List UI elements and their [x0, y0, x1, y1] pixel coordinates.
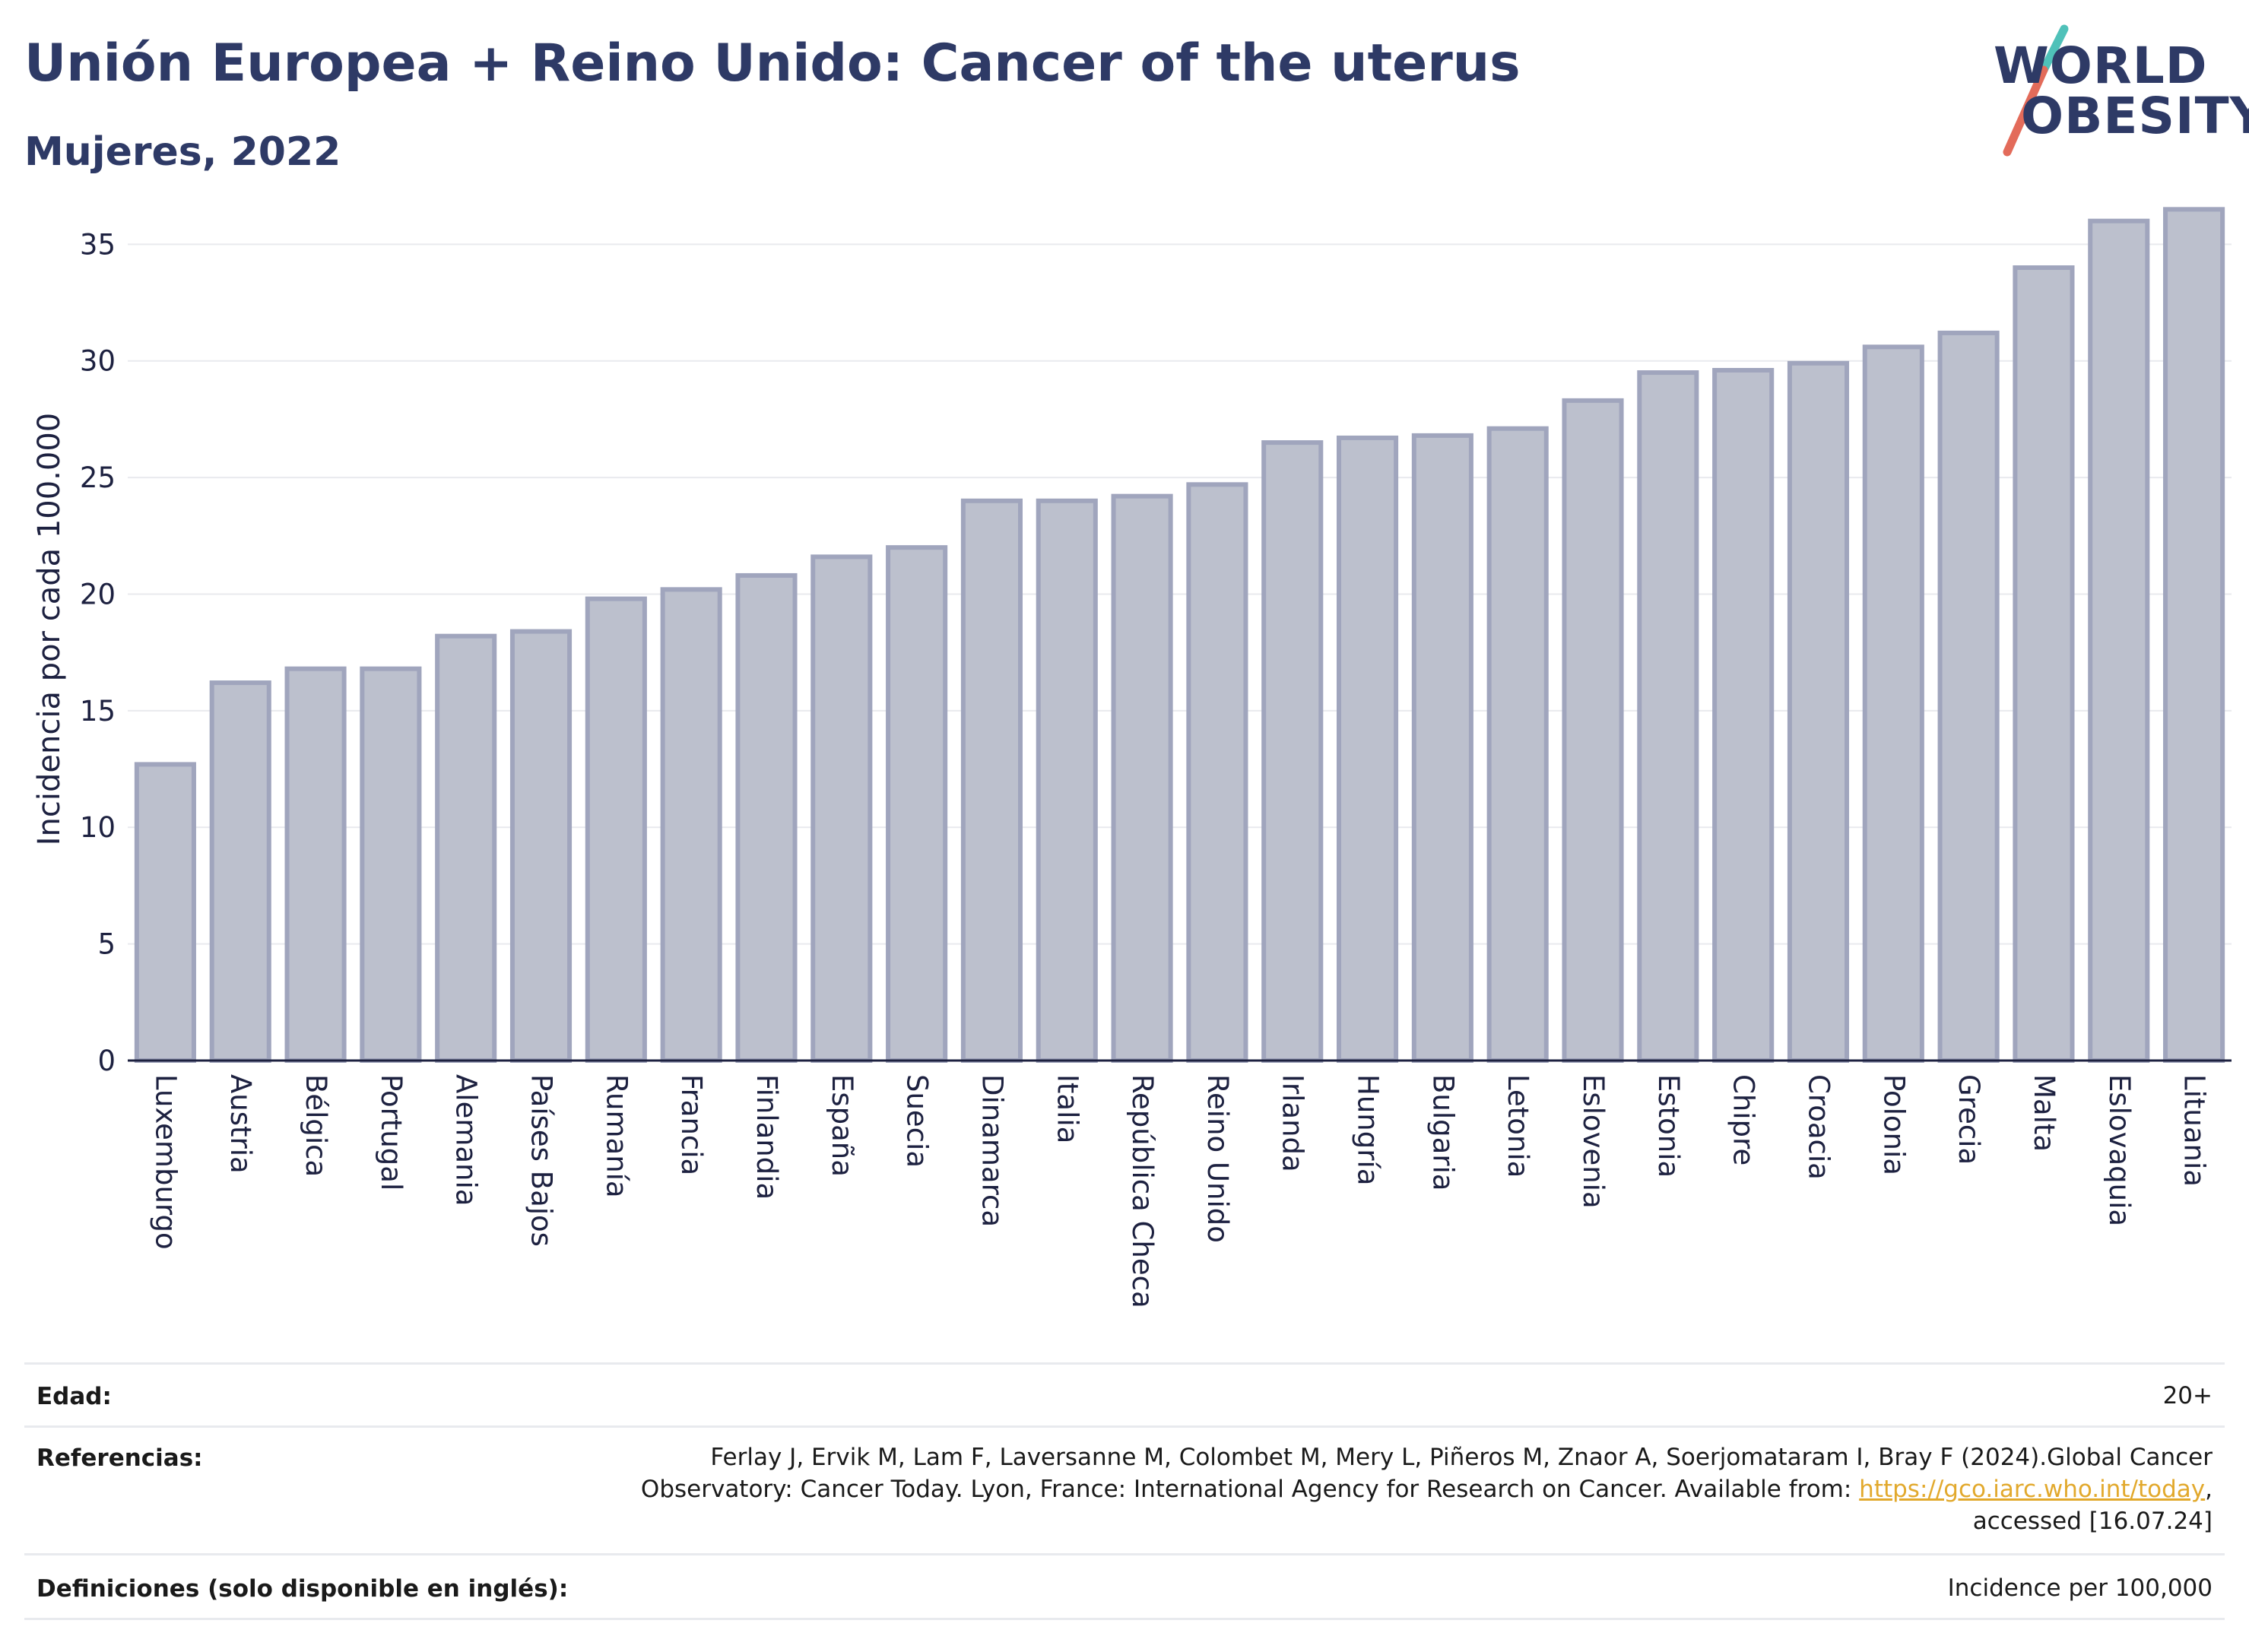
bar — [886, 545, 948, 1063]
bar — [810, 554, 873, 1063]
y-tick-label: 30 — [80, 345, 116, 378]
references-line-3: accessed [16.07.24] — [1972, 1508, 2213, 1535]
page-subtitle: Mujeres, 2022 — [24, 129, 341, 175]
bar — [960, 498, 1023, 1063]
bar — [209, 680, 271, 1064]
x-tick-label: República Checa — [1126, 1074, 1159, 1308]
definitions-label: Definiciones (solo disponible en inglés)… — [36, 1575, 569, 1603]
bar — [1411, 433, 1473, 1063]
x-tick-label: Italia — [1051, 1074, 1083, 1143]
bar — [1261, 440, 1324, 1063]
x-tick-label: Lituania — [2178, 1074, 2211, 1187]
bar — [1111, 493, 1173, 1063]
x-tick-label: Francia — [675, 1074, 708, 1175]
x-tick-label: Eslovenia — [1577, 1074, 1610, 1209]
x-tick-label: Alemania — [450, 1074, 483, 1206]
x-tick-label: Países Bajos — [525, 1074, 558, 1247]
bar — [660, 587, 722, 1063]
x-tick-label: Bulgaria — [1426, 1074, 1459, 1191]
x-tick-label: Croacia — [1802, 1074, 1835, 1180]
bar — [1562, 398, 1624, 1063]
x-tick-label: Finlandia — [750, 1074, 783, 1200]
logo-slash-top — [2039, 24, 2069, 75]
bar — [284, 666, 347, 1063]
x-tick-label: Rumanía — [600, 1074, 633, 1198]
y-tick-label: 35 — [80, 228, 116, 261]
logo-text-obesity: OBESITY — [2021, 87, 2249, 145]
bar — [1712, 368, 1775, 1063]
bar — [1637, 370, 1699, 1063]
x-tick-label: Luxemburgo — [149, 1074, 182, 1250]
references-line-2-text: Observatory: Cancer Today. Lyon, France:… — [640, 1476, 1860, 1503]
bar — [360, 666, 422, 1063]
age-value: 20+ — [2162, 1382, 2213, 1409]
y-tick-label: 25 — [80, 461, 116, 494]
x-tick-label: Bélgica — [300, 1074, 332, 1177]
bar — [1036, 498, 1098, 1063]
references-line-2-suffix: , — [2205, 1476, 2213, 1503]
x-tick-label: Malta — [2028, 1074, 2060, 1152]
bar — [585, 596, 647, 1063]
y-tick-label: 5 — [97, 928, 116, 961]
footer-age-row: Edad: 20+ — [24, 1365, 2225, 1425]
bar-chart: 0 5 10 15 20 25 30 35 Luxemburgo Austria Bélgica P… — [32, 207, 2232, 1308]
x-tick-label: Grecia — [1952, 1074, 1985, 1165]
y-tick-label: 10 — [80, 811, 116, 844]
logo-slash-icon — [2003, 24, 2069, 157]
bar — [2088, 218, 2150, 1064]
bar — [134, 762, 196, 1064]
bar — [1337, 435, 1399, 1063]
bar — [1862, 344, 1924, 1063]
bar — [1937, 330, 2000, 1063]
bar — [435, 633, 497, 1063]
bar — [1486, 426, 1549, 1063]
y-axis-label: Incidencia por cada 100.000 — [32, 413, 67, 846]
bar — [1186, 482, 1248, 1063]
y-tick-label: 20 — [80, 578, 116, 610]
x-tick-label: Austria — [224, 1074, 257, 1174]
logo-text-world: WORLD — [1994, 36, 2208, 95]
footer-divider — [24, 1425, 2225, 1428]
y-tick-label: 0 — [97, 1045, 116, 1077]
x-tick-label: Letonia — [1502, 1074, 1534, 1178]
footer-divider — [24, 1618, 2225, 1620]
chart-bars — [134, 207, 2225, 1064]
bar — [735, 572, 798, 1063]
x-tick-label: Hungría — [1352, 1074, 1385, 1185]
x-tick-label: España — [826, 1074, 858, 1177]
x-tick-label: Portugal — [375, 1074, 408, 1191]
x-tick-label: Estonia — [1652, 1074, 1685, 1178]
x-tick-label: Reino Unido — [1201, 1074, 1234, 1243]
references-label: Referencias: — [36, 1444, 203, 1472]
x-tick-label: Eslovaquia — [2103, 1074, 2136, 1226]
age-label: Edad: — [36, 1383, 112, 1410]
bar — [509, 629, 573, 1063]
x-tick-label: Dinamarca — [975, 1074, 1008, 1227]
footer-definitions-row: Definiciones (solo disponible en inglés)… — [24, 1555, 2225, 1618]
references-line-2: Observatory: Cancer Today. Lyon, France:… — [641, 1473, 2213, 1505]
footer-divider — [24, 1553, 2225, 1555]
references-line-1: Ferlay J, Ervik M, Lam F, Laversanne M, … — [710, 1444, 2213, 1471]
bar — [2163, 207, 2225, 1063]
bar — [1787, 360, 1850, 1063]
references-link[interactable]: https://gco.iarc.who.int/today — [1859, 1476, 2206, 1503]
references-text: Ferlay J, Ervik M, Lam F, Laversanne M, … — [641, 1441, 2213, 1537]
footer-divider — [24, 1362, 2225, 1365]
x-tick-label: Suecia — [901, 1074, 934, 1168]
page-title: Unión Europea + Reino Unido: Cancer of t… — [24, 33, 1521, 94]
x-tick-label: Irlanda — [1277, 1074, 1309, 1172]
x-tick-label: Polonia — [1877, 1074, 1910, 1175]
world-obesity-logo: WORLD OBESITY — [1977, 23, 2249, 160]
definitions-value: Incidence per 100,000 — [1947, 1574, 2213, 1602]
x-tick-label: Chipre — [1727, 1074, 1760, 1165]
logo-slash-bottom — [2003, 65, 2048, 157]
x-axis-ticks: Luxemburgo Austria Bélgica Portugal Alemania… — [149, 1074, 2210, 1308]
y-axis-ticks: 0 5 10 15 20 25 30 35 — [80, 228, 116, 1077]
footer-references-row: Referencias: Ferlay J, Ervik M, Lam F, L… — [24, 1428, 2225, 1553]
y-tick-label: 15 — [80, 695, 116, 728]
bar — [2013, 265, 2075, 1064]
